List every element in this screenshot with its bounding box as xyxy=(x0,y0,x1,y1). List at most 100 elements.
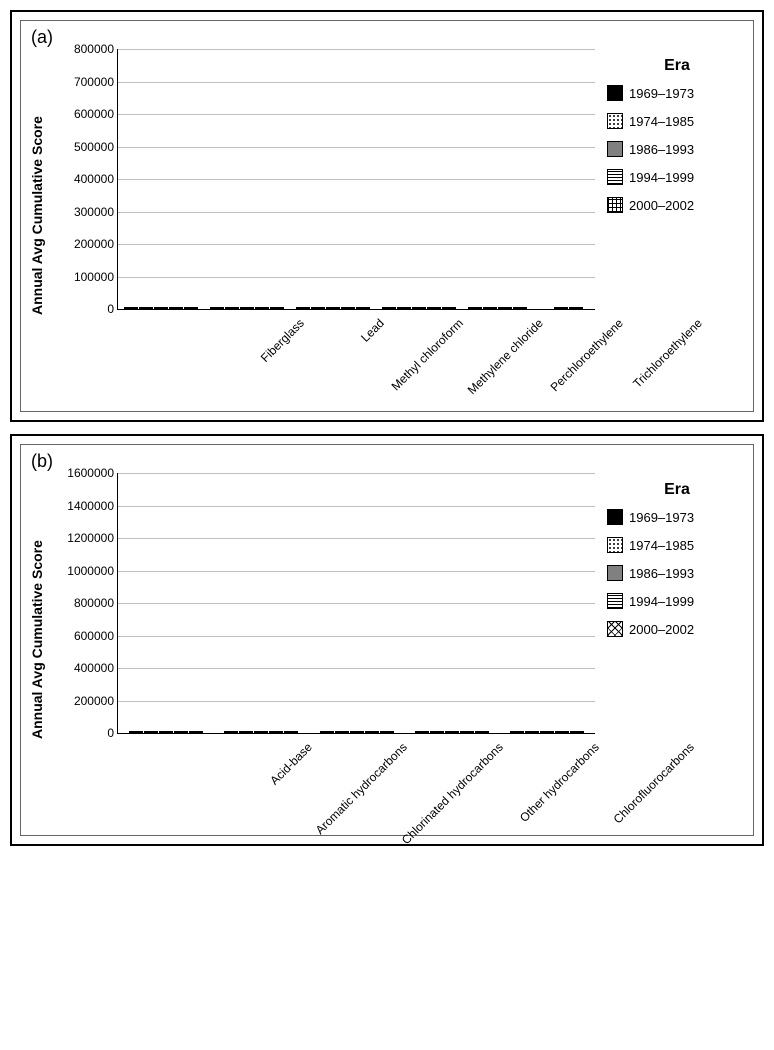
legend-label: 1986–1993 xyxy=(629,142,694,157)
legend-item: 1994–1999 xyxy=(607,593,747,609)
bar xyxy=(224,731,238,733)
bar xyxy=(239,731,253,733)
bar xyxy=(326,307,340,309)
bar-group xyxy=(290,307,376,309)
legend-label: 1974–1985 xyxy=(629,538,694,553)
legend-item: 1986–1993 xyxy=(607,565,747,581)
legend-item: 1969–1973 xyxy=(607,85,747,101)
y-tick-label: 1200000 xyxy=(67,531,118,545)
bar xyxy=(154,307,168,309)
bar xyxy=(254,731,268,733)
bar xyxy=(382,307,396,309)
bar xyxy=(189,731,203,733)
bar-group xyxy=(309,731,404,733)
plot-b: 0200000400000600000800000100000012000001… xyxy=(117,473,595,734)
y-tick-label: 1000000 xyxy=(67,564,118,578)
legend-swatch xyxy=(607,593,623,609)
panel-a-inner: (a) Annual Avg Cumulative Score 01000002… xyxy=(20,20,754,412)
chart-a-area: Annual Avg Cumulative Score 010000020000… xyxy=(27,27,747,405)
bars-b xyxy=(118,473,595,733)
legend-item: 2000–2002 xyxy=(607,197,747,213)
x-label: Other hydrocarbons xyxy=(404,734,500,829)
y-tick-label: 700000 xyxy=(74,75,118,89)
bar xyxy=(365,731,379,733)
chart-b-area: Annual Avg Cumulative Score 020000040000… xyxy=(27,451,747,829)
x-label: Acid-base xyxy=(117,734,213,829)
bar-group xyxy=(500,731,595,733)
bar xyxy=(412,307,426,309)
bar xyxy=(129,731,143,733)
legend-swatch xyxy=(607,509,623,525)
y-tick-label: 400000 xyxy=(74,172,118,186)
legend-item: 1986–1993 xyxy=(607,141,747,157)
bar xyxy=(475,731,489,733)
legend-item: 1969–1973 xyxy=(607,509,747,525)
bar xyxy=(525,731,539,733)
y-tick-label: 1400000 xyxy=(67,499,118,513)
bar-group xyxy=(462,307,548,309)
x-label: Methylene chloride xyxy=(356,310,436,405)
bar xyxy=(468,307,482,309)
x-label: Fiberglass xyxy=(117,310,197,405)
legend-item: 1974–1985 xyxy=(607,113,747,129)
bar xyxy=(415,731,429,733)
bars-a xyxy=(118,49,595,309)
bar xyxy=(184,307,198,309)
bar xyxy=(341,307,355,309)
legend-label: 1969–1973 xyxy=(629,510,694,525)
bar xyxy=(269,731,283,733)
y-tick-label: 400000 xyxy=(74,661,118,675)
legend-label: 1969–1973 xyxy=(629,86,694,101)
bar xyxy=(498,307,512,309)
bar xyxy=(483,307,497,309)
x-label: Perchloroethylene xyxy=(436,310,516,405)
bar xyxy=(311,307,325,309)
legend-item: 1974–1985 xyxy=(607,537,747,553)
bar xyxy=(513,307,527,309)
x-label: Chlorofluorocarbons xyxy=(499,734,595,829)
bar xyxy=(460,731,474,733)
bar xyxy=(555,731,569,733)
bar xyxy=(554,307,568,309)
y-tick-label: 500000 xyxy=(74,140,118,154)
y-tick-label: 800000 xyxy=(74,596,118,610)
plot-a: 0100000200000300000400000500000600000700… xyxy=(117,49,595,310)
legend-title-a: Era xyxy=(607,57,747,75)
bar-group xyxy=(548,307,634,309)
bar xyxy=(540,731,554,733)
bar xyxy=(240,307,254,309)
bar xyxy=(570,731,584,733)
bar xyxy=(159,731,173,733)
bar xyxy=(380,731,394,733)
xlabels-b: Acid-baseAromatic hydrocarbonsChlorinate… xyxy=(117,734,595,829)
legend-swatch xyxy=(607,169,623,185)
legend-label: 2000–2002 xyxy=(629,198,694,213)
bar xyxy=(430,731,444,733)
bar xyxy=(284,731,298,733)
y-tick-label: 1600000 xyxy=(67,466,118,480)
panel-a: (a) Annual Avg Cumulative Score 01000002… xyxy=(10,10,764,422)
legend-label: 1994–1999 xyxy=(629,594,694,609)
y-tick-label: 200000 xyxy=(74,237,118,251)
y-tick-label: 600000 xyxy=(74,107,118,121)
bar-group xyxy=(118,731,213,733)
legend-swatch xyxy=(607,141,623,157)
legend-label: 1986–1993 xyxy=(629,566,694,581)
bar xyxy=(320,731,334,733)
panel-b: (b) Annual Avg Cumulative Score 02000004… xyxy=(10,434,764,846)
x-label: Trichloroethylene xyxy=(515,310,595,405)
x-label: Chlorinated hydrocarbons xyxy=(308,734,404,829)
bar xyxy=(210,307,224,309)
bar-group xyxy=(213,731,308,733)
x-label: Aromatic hydrocarbons xyxy=(213,734,309,829)
legend-label: 1994–1999 xyxy=(629,170,694,185)
legend-item: 2000–2002 xyxy=(607,621,747,637)
bar xyxy=(144,731,158,733)
bar xyxy=(270,307,284,309)
legend-label: 1974–1985 xyxy=(629,114,694,129)
y-tick-label: 200000 xyxy=(74,694,118,708)
bar xyxy=(445,731,459,733)
bar xyxy=(356,307,370,309)
y-axis-label-a: Annual Avg Cumulative Score xyxy=(27,27,47,405)
bar xyxy=(397,307,411,309)
